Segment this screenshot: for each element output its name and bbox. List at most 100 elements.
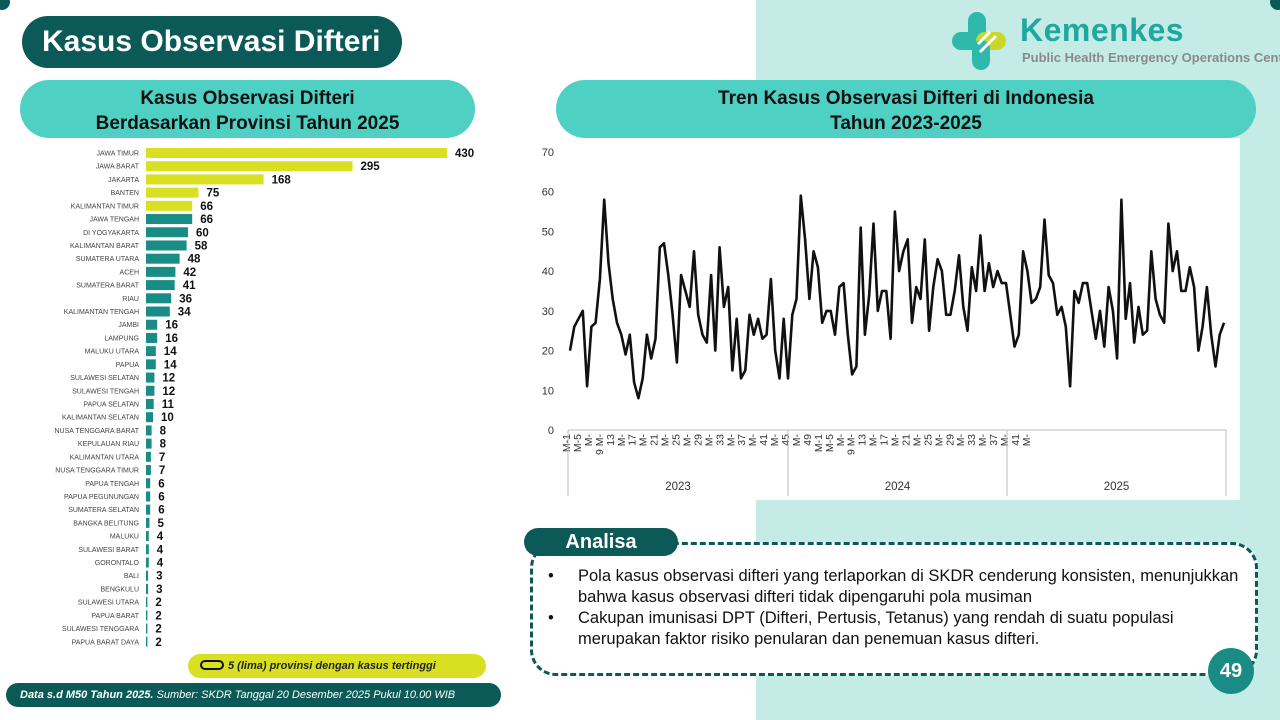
category-label: PAPUA TENGAH (85, 481, 139, 488)
year-group-label: 2025 (1104, 481, 1130, 493)
x-tick-label: M- (681, 434, 693, 447)
x-tick-label: M- (868, 434, 880, 447)
y-tick-label: 30 (542, 306, 554, 318)
data-label: 2 (155, 624, 161, 636)
x-tick-label: 17 (627, 434, 639, 446)
data-label: 8 (160, 439, 167, 451)
bar (146, 306, 170, 317)
data-label: 12 (162, 373, 175, 385)
bar (146, 161, 353, 172)
y-tick-label: 60 (542, 187, 554, 199)
x-tick-label: 37 (988, 434, 1000, 446)
page-title: Kasus Observasi Difteri (22, 16, 402, 68)
category-label: ACEH (120, 269, 139, 276)
data-label: 48 (188, 254, 201, 266)
analysis-bullet: • Cakupan imunisasi DPT (Difteri, Pertusi… (548, 608, 1248, 650)
line-chart-title-line-2: Tahun 2023-2025 (830, 113, 982, 134)
data-label: 5 (158, 518, 165, 530)
bullet-dot-icon: • (548, 567, 554, 585)
bar (146, 359, 156, 370)
data-label: 7 (159, 452, 165, 464)
data-label: 10 (161, 412, 174, 424)
logo-name: Kemenkes (1020, 12, 1185, 48)
logo-subtitle: Public Health Emergency Operations Cente… (1022, 50, 1280, 65)
bar (146, 425, 152, 436)
bar (146, 570, 149, 581)
category-label: MALUKU (110, 534, 139, 541)
corner-dot-left (0, 0, 10, 10)
x-tick-label: 41 (1010, 434, 1022, 446)
category-label: DI YOGYAKARTA (83, 230, 139, 237)
x-tick-label: 33 (966, 434, 978, 446)
x-tick-label: 21 (649, 434, 661, 446)
bar (146, 293, 172, 304)
x-tick-label: 13 (857, 434, 869, 446)
bar (146, 253, 180, 264)
x-tick-label: 9 M- (594, 433, 606, 455)
data-label: 430 (455, 148, 474, 160)
analysis-bullet-text: Cakupan imunisasi DPT (Difteri, Pertusis… (578, 609, 1174, 648)
footer-bold: Data s.d M50 Tahun 2025. (20, 689, 154, 701)
x-tick-label: M- (725, 434, 737, 447)
kemenkes-logo: Kemenkes Public Health Emergency Operati… (950, 10, 1280, 76)
bar (146, 478, 151, 489)
category-label: SULAWESI SELATAN (70, 375, 139, 382)
footer-source: Data s.d M50 Tahun 2025. Sumber: SKDR Ta… (6, 683, 501, 707)
category-label: BENGKULU (100, 586, 139, 593)
category-label: SUMATERA BARAT (76, 283, 139, 290)
y-tick-label: 20 (542, 346, 554, 358)
category-label: JAKARTA (108, 177, 139, 184)
y-tick-label: 70 (542, 147, 554, 159)
x-tick-label: M- (1021, 434, 1033, 447)
data-label: 11 (162, 399, 175, 411)
category-label: NUSA TENGGARA BARAT (54, 428, 139, 435)
bar (146, 372, 155, 383)
bar (146, 412, 153, 423)
y-tick-label: 40 (542, 266, 554, 278)
bar (146, 597, 148, 608)
bar-chart-title: Kasus Observasi Difteri Berdasarkan Prov… (20, 80, 475, 138)
x-tick-label: M- (616, 434, 628, 447)
data-label: 2 (155, 610, 161, 622)
line-chart-title: Tren Kasus Observasi Difteri di Indonesi… (556, 80, 1256, 138)
bar (146, 266, 176, 277)
x-tick-label: M-1 (561, 434, 573, 452)
data-label: 4 (157, 544, 164, 556)
x-tick-label: 25 (671, 434, 683, 446)
bar (146, 280, 175, 291)
data-label: 34 (178, 307, 191, 319)
bar (146, 187, 199, 198)
bar (146, 623, 148, 634)
bar (146, 557, 149, 568)
category-label: PAPUA BARAT (91, 613, 139, 620)
category-label: NUSA TENGGARA TIMUR (55, 468, 139, 475)
category-label: PAPUA SELATAN (83, 401, 139, 408)
category-label: KEPULAUAN RIAU (78, 441, 139, 448)
category-label: SUMATERA UTARA (76, 256, 139, 263)
category-label: SULAWESI BARAT (78, 547, 139, 554)
category-label: SUMATERA SELATAN (68, 507, 139, 514)
bar (146, 610, 148, 621)
bar (146, 240, 187, 251)
bar (146, 332, 158, 343)
x-tick-label: M- (583, 434, 595, 447)
analysis-bullet-text: Pola kasus observasi difteri yang terlap… (578, 567, 1239, 606)
x-tick-label: 33 (714, 434, 726, 446)
category-label: RIAU (122, 296, 139, 303)
category-label: BANGKA BELITUNG (73, 520, 139, 527)
x-tick-label: 29 (692, 434, 704, 446)
category-label: KALIMANTAN TIMUR (71, 203, 139, 210)
data-label: 2 (155, 597, 161, 609)
category-label: SULAWESI TENGGARA (62, 626, 139, 633)
category-label: JAWA TIMUR (96, 151, 139, 158)
analysis-box (530, 542, 1258, 676)
y-tick-label: 50 (542, 226, 554, 238)
data-label: 2 (155, 637, 161, 649)
bar (146, 319, 158, 330)
analysis-bullet: • Pola kasus observasi difteri yang terla… (548, 566, 1248, 608)
data-label: 36 (179, 293, 192, 305)
category-label: SULAWESI UTARA (78, 600, 139, 607)
category-label: BANTEN (111, 190, 139, 197)
data-label: 4 (157, 531, 164, 543)
